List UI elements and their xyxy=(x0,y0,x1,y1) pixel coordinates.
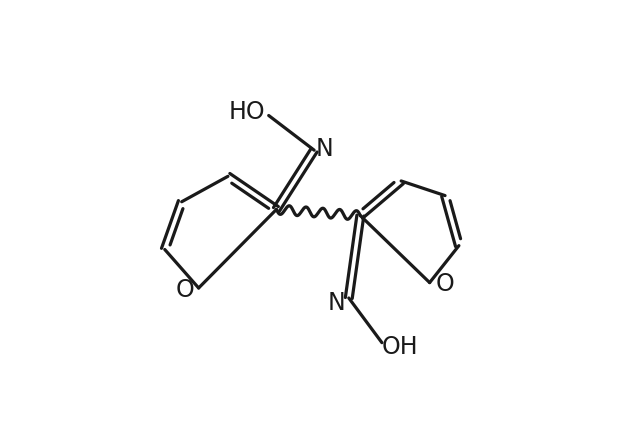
Text: O: O xyxy=(175,277,194,301)
Text: N: N xyxy=(328,291,346,315)
Text: OH: OH xyxy=(382,335,419,359)
Text: HO: HO xyxy=(229,100,266,124)
Text: N: N xyxy=(316,137,334,161)
Text: O: O xyxy=(436,272,454,296)
